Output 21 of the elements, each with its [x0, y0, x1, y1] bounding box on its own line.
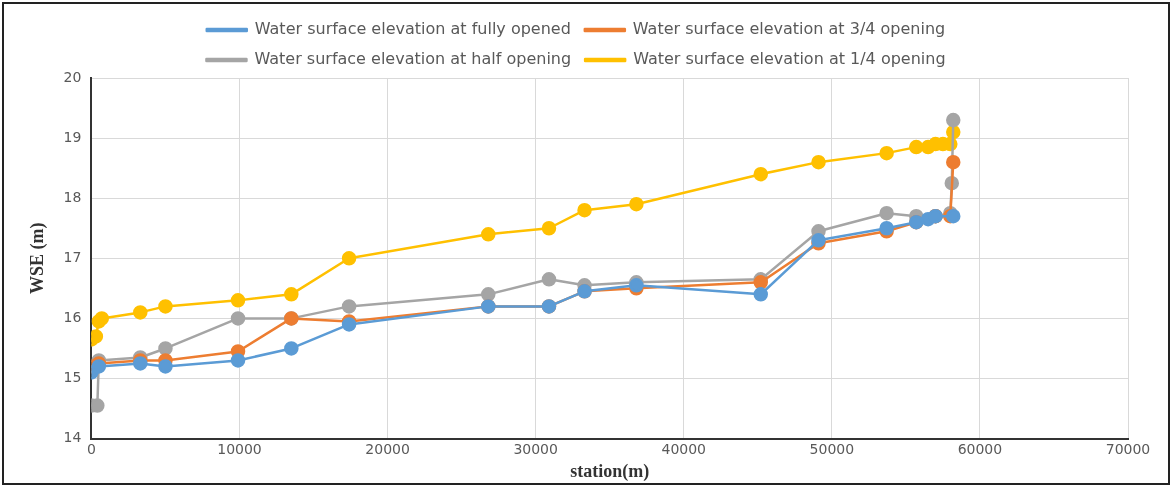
x-axis-title: station(m): [570, 460, 650, 482]
x-tick-label: 20000: [365, 440, 410, 457]
y-axis-title: WSE (m): [27, 222, 49, 295]
x-tick-label: 70000: [1105, 440, 1151, 457]
y-tick-label: 17: [63, 248, 82, 265]
x-tick-label: 50000: [809, 440, 855, 457]
y-tick-label: 18: [63, 188, 82, 205]
x-tick-label: 40000: [661, 440, 707, 457]
legend-label: Water surface elevation at 3/4 opening: [632, 19, 946, 39]
legend-label: Water surface elevation at fully opened: [254, 19, 571, 39]
x-tick-label: 0: [86, 440, 96, 457]
y-tick-label: 20: [63, 68, 82, 85]
y-tick-label: 14: [63, 429, 82, 446]
y-tick-label: 19: [63, 128, 82, 145]
y-tick-label: 15: [63, 369, 82, 386]
x-tick-label: 60000: [957, 440, 1003, 457]
legend-label: Water surface elevation at half opening: [254, 49, 572, 69]
x-tick-label: 10000: [217, 440, 262, 457]
x-tick-label: 30000: [513, 440, 558, 457]
legend-label: Water surface elevation at 1/4 opening: [633, 49, 946, 69]
y-tick-label: 16: [63, 309, 82, 326]
